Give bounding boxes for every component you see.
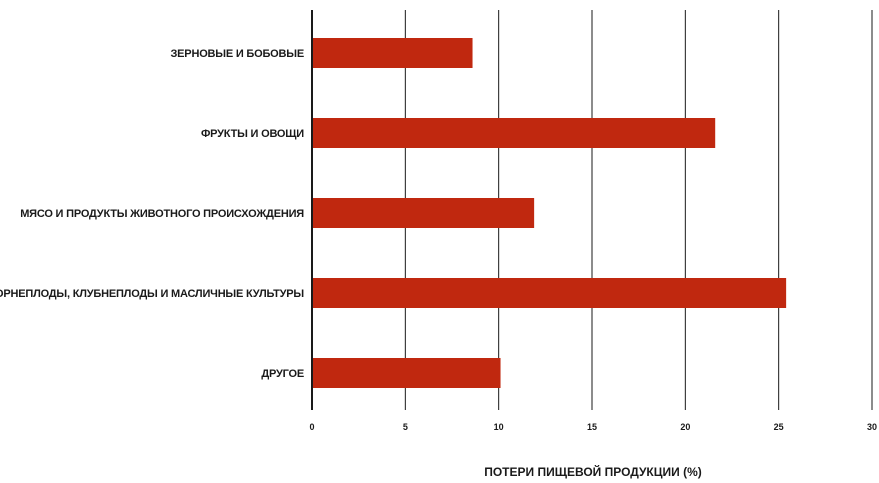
x-tick-label: 10	[494, 422, 504, 432]
x-tick-labels: 0 5 10 15 20 25 30	[309, 422, 877, 432]
x-axis-title: ПОТЕРИ ПИЩЕВОЙ ПРОДУКЦИИ (%)	[484, 464, 702, 479]
bar	[313, 198, 535, 228]
x-tick-label: 25	[774, 422, 784, 432]
category-label: ЗЕРНОВЫЕ И БОБОВЫЕ	[170, 48, 304, 60]
category-label: МЯСО И ПРОДУКТЫ ЖИВОТНОГО ПРОИСХОЖДЕНИЯ	[20, 208, 304, 220]
bar	[313, 278, 787, 308]
x-tick-label: 20	[680, 422, 690, 432]
bars	[313, 38, 787, 388]
x-tick-label: 30	[867, 422, 877, 432]
category-label: КОРНЕПЛОДЫ, КЛУБНЕПЛОДЫ И МАСЛИЧНЫЕ КУЛЬ…	[0, 288, 304, 300]
category-label: ДРУГОЕ	[261, 368, 304, 380]
category-labels: ЗЕРНОВЫЕ И БОБОВЫЕ ФРУКТЫ И ОВОЩИ МЯСО И П…	[0, 48, 305, 380]
bar	[313, 118, 716, 148]
bar	[313, 358, 501, 388]
bar	[313, 38, 473, 68]
x-tick-label: 15	[587, 422, 597, 432]
x-tick-label: 5	[403, 422, 408, 432]
x-tick-label: 0	[309, 422, 314, 432]
grid-lines	[311, 10, 873, 410]
category-label: ФРУКТЫ И ОВОЩИ	[201, 128, 304, 140]
